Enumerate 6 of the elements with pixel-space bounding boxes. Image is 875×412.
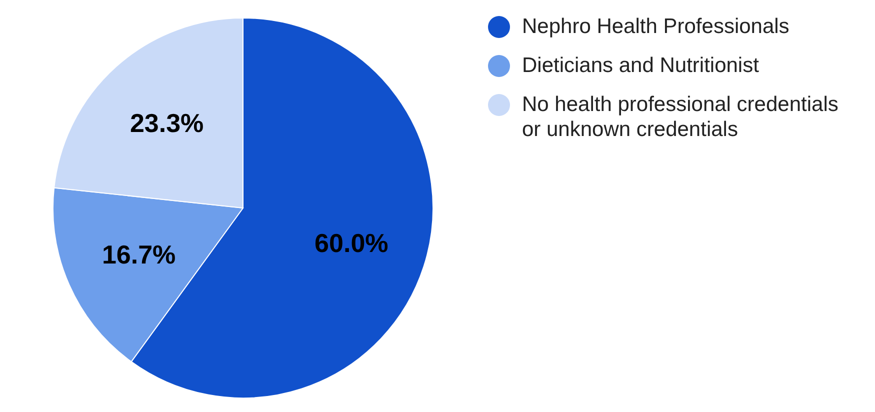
- data-label: 23.3%: [130, 108, 204, 138]
- data-label: 16.7%: [102, 239, 176, 270]
- legend-label: No health professional credentials or unknown credentials: [522, 92, 840, 142]
- data-label: 60.0%: [314, 228, 388, 258]
- legend-label: Nephro Health Professionals: [522, 14, 790, 39]
- legend-label: Dieticians and Nutritionist: [522, 53, 760, 78]
